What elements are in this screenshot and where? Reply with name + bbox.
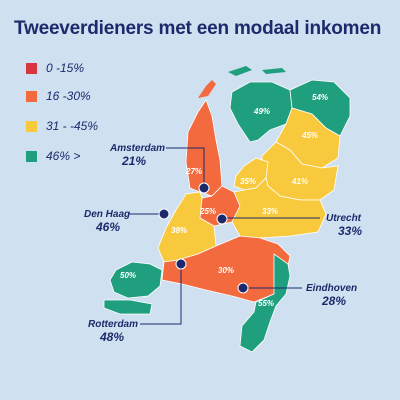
- city-name-utrecht: Utrecht: [326, 213, 362, 224]
- label-friesland: 49%: [253, 107, 270, 116]
- leader-rotterdam: [140, 265, 182, 325]
- legend-label: 16 -30%: [46, 89, 91, 103]
- legend-item-mid-high: 31 - -45%: [26, 118, 166, 134]
- city-marker-utrecht: [216, 213, 228, 225]
- province-zeeland: [109, 261, 163, 299]
- city-marker-eindhoven: [237, 282, 249, 294]
- label-groningen: 54%: [312, 93, 328, 102]
- city-value-amsterdam: 21%: [121, 154, 146, 168]
- city-name-rotterdam: Rotterdam: [88, 319, 138, 330]
- label-noord-brabant: 30%: [218, 266, 234, 275]
- province-limburg: [239, 253, 291, 353]
- label-gelderland: 33%: [262, 207, 278, 216]
- legend-item-low: 0 -15%: [26, 60, 166, 76]
- label-utrecht: 25%: [199, 207, 216, 216]
- legend-item-high: 46% >: [26, 148, 166, 164]
- city-marker-amsterdam: [198, 182, 210, 194]
- province-friesland: [229, 81, 293, 143]
- city-value-den-haag: 46%: [95, 220, 120, 234]
- label-overijssel: 41%: [291, 177, 308, 186]
- wadden-island-texel: [198, 80, 216, 98]
- label-limburg: 55%: [258, 299, 274, 308]
- label-noord-holland: 27%: [185, 167, 202, 176]
- page-title: Tweeverdieners met een modaal inkomen: [14, 18, 382, 39]
- label-drenthe: 45%: [301, 131, 318, 140]
- legend-label: 46% >: [46, 149, 81, 163]
- city-value-rotterdam: 48%: [99, 330, 124, 344]
- city-value-eindhoven: 28%: [321, 294, 346, 308]
- city-value-utrecht: 33%: [338, 224, 362, 238]
- legend-swatch-orange: [26, 90, 37, 102]
- city-marker-rotterdam: [175, 258, 187, 270]
- city-marker-den-haag: [158, 208, 170, 220]
- wadden-island: [262, 68, 286, 74]
- legend-swatch-yellow: [26, 120, 37, 132]
- legend-item-mid-low: 16 -30%: [26, 88, 166, 104]
- label-zeeland: 50%: [120, 271, 136, 280]
- legend-label: 31 - -45%: [46, 119, 99, 133]
- label-flevoland: 35%: [240, 177, 256, 186]
- legend-swatch-green: [26, 150, 37, 162]
- wadden-island: [228, 66, 252, 76]
- leader-amsterdam: [166, 147, 205, 187]
- legend-label: 0 -15%: [46, 61, 85, 75]
- province-zeeland-south: [103, 299, 153, 315]
- legend-swatch-red: [26, 62, 37, 74]
- city-name-den-haag: Den Haag: [84, 209, 130, 220]
- label-zuid-holland: 38%: [171, 226, 187, 235]
- city-name-amsterdam: Amsterdam: [109, 143, 165, 154]
- city-name-eindhoven: Eindhoven: [306, 283, 357, 294]
